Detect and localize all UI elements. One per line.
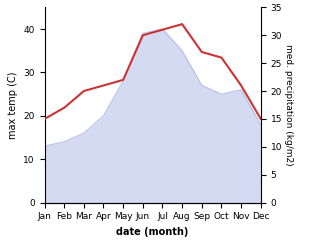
X-axis label: date (month): date (month) [116,227,189,237]
Y-axis label: max temp (C): max temp (C) [8,71,18,139]
Y-axis label: med. precipitation (kg/m2): med. precipitation (kg/m2) [284,44,293,166]
